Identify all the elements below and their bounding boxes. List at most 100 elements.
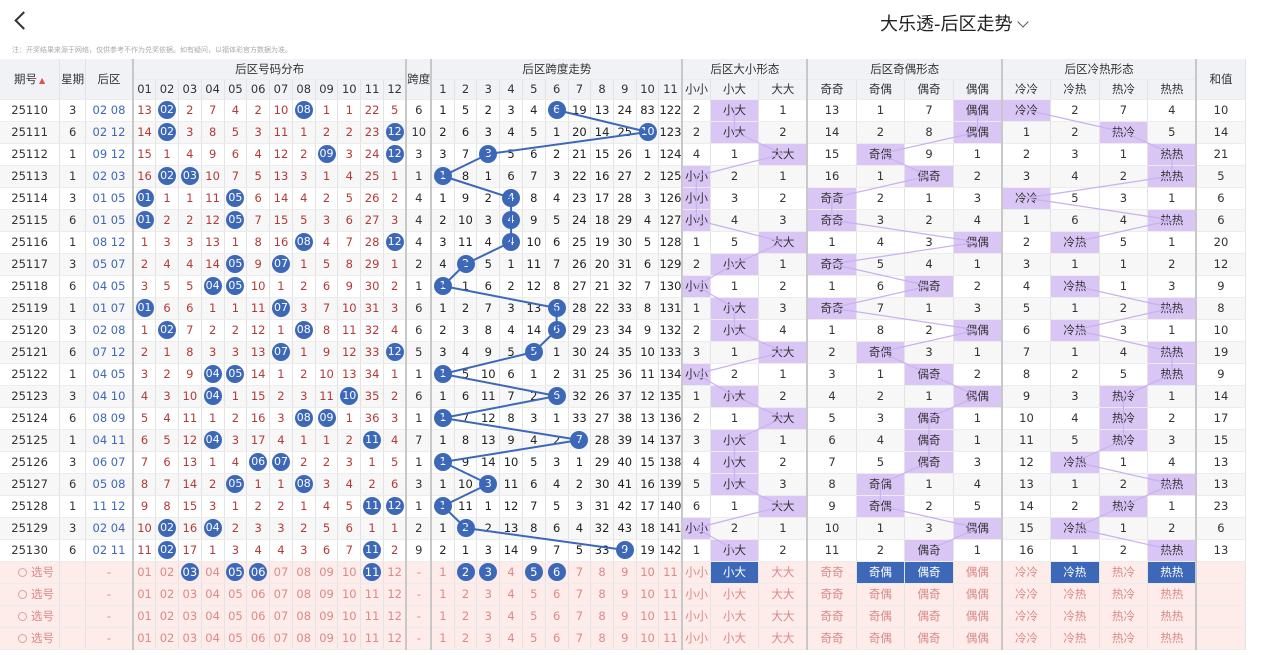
pick-radio-cell[interactable]: 选号 [0,605,61,628]
pick-number[interactable]: 02 [155,627,179,650]
radio-icon[interactable] [18,634,27,643]
pick-size[interactable]: 小小 [681,605,711,628]
pick-row[interactable]: 选号 -01 02 03 04 05 06 07 08 09 10 11 12-1 2 3 4 5 6 7 8 9 10 1… [0,583,1285,606]
pick-span-number[interactable]: 9 [613,627,637,650]
selected-span-ball[interactable]: 6 [547,563,566,581]
selected-ball[interactable]: 11 [363,563,382,581]
pick-span-number[interactable]: 11 [658,627,683,650]
pick-span-number[interactable]: 8 [590,627,614,650]
pick-span-number[interactable]: 11 [658,583,683,606]
pick-span-number[interactable]: 8 [590,583,614,606]
selected-span-ball[interactable]: 2 [456,563,475,581]
pick-number[interactable]: 09 [315,605,339,628]
pick-hotcold[interactable]: 冷热 [1050,627,1100,650]
pick-span-number[interactable]: 1 [430,627,455,650]
selected-span-ball[interactable]: 3 [479,563,498,581]
pick-span-number[interactable]: 10 [636,627,660,650]
pick-span-number[interactable]: 3 [476,583,501,606]
pick-row[interactable]: 选号 -01 02 03 04 05 06 07 08 09 10 11 12-1 2 3 4 5 6 7 8 9 10 1… [0,561,1285,584]
pick-span-number[interactable]: 9 [613,583,637,606]
pick-number[interactable]: 03 [178,605,202,628]
pick-span-number[interactable]: 6 [545,605,569,628]
pick-span-number[interactable]: 11 [658,605,683,628]
pick-number[interactable]: 06 [246,605,271,628]
pick-parity[interactable]: 偶奇 [904,561,954,584]
pick-number[interactable]: 10 [337,583,362,606]
pick-span-number[interactable]: 5 [522,605,546,628]
pick-parity[interactable]: 偶奇 [904,627,954,650]
pick-span-number[interactable]: 3 [476,561,501,584]
pick-span-number[interactable]: 10 [636,583,660,606]
pick-parity[interactable]: 偶偶 [953,627,1003,650]
pick-size[interactable]: 小大 [710,627,760,650]
pick-number[interactable]: 05 [224,561,248,584]
pick-span-number[interactable]: 7 [568,561,592,584]
pick-span-number[interactable]: 4 [499,605,523,628]
pick-number[interactable]: 02 [155,605,179,628]
pick-span-number[interactable]: 7 [568,605,592,628]
pick-number[interactable]: 08 [292,627,316,650]
pick-span-number[interactable]: 5 [522,583,546,606]
pick-size[interactable]: 小大 [710,583,760,606]
pick-span-number[interactable]: 11 [658,561,683,584]
pick-hotcold[interactable]: 冷热 [1050,583,1100,606]
pick-parity[interactable]: 奇奇 [806,605,857,628]
pick-hotcold[interactable]: 冷冷 [1000,627,1052,650]
pick-span-number[interactable]: 2 [454,627,478,650]
back-chevron-icon[interactable] [10,8,36,34]
pick-parity[interactable]: 奇奇 [806,627,857,650]
pick-radio-cell[interactable]: 选号 [0,627,61,650]
pick-parity[interactable]: 奇偶 [856,561,906,584]
pick-number[interactable]: 03 [178,627,202,650]
pick-number[interactable]: 04 [201,583,225,606]
radio-icon[interactable] [18,612,27,621]
pick-row[interactable]: 选号 -01 02 03 04 05 06 07 08 09 10 11 12-1 2 3 4 5 6 7 8 9 10 1… [0,627,1285,650]
pick-parity[interactable]: 奇偶 [856,583,906,606]
pick-number[interactable]: 08 [292,561,316,584]
pick-span-number[interactable]: 2 [454,561,478,584]
pick-radio-cell[interactable]: 选号 [0,561,61,584]
pick-number[interactable]: 06 [246,627,271,650]
pick-parity[interactable]: 偶奇 [904,605,954,628]
pick-number[interactable]: 03 [178,583,202,606]
pick-number[interactable]: 04 [201,561,225,584]
pick-number[interactable]: 05 [224,605,248,628]
pick-hotcold[interactable]: 热热 [1147,561,1197,584]
pick-number[interactable]: 04 [201,605,225,628]
pick-number[interactable]: 10 [337,561,362,584]
selected-ball[interactable]: 06 [249,563,268,581]
pick-span-number[interactable]: 10 [636,561,660,584]
pick-span-number[interactable]: 6 [545,583,569,606]
pick-hotcold[interactable]: 热热 [1147,627,1197,650]
pick-span-number[interactable]: 4 [499,583,523,606]
pick-span-number[interactable]: 2 [454,583,478,606]
page-title-dropdown[interactable]: 大乐透-后区走势 [880,10,1029,36]
pick-hotcold[interactable]: 冷冷 [1000,605,1052,628]
pick-span-number[interactable]: 2 [454,605,478,628]
pick-size[interactable]: 大大 [758,561,808,584]
header-issue-sort[interactable]: 期号 ▲ [0,59,61,100]
pick-span-number[interactable]: 8 [590,605,614,628]
selected-span-ball[interactable]: 5 [524,563,543,581]
pick-span-number[interactable]: 9 [613,605,637,628]
pick-size[interactable]: 小大 [710,561,760,584]
pick-number[interactable]: 10 [337,627,362,650]
pick-number[interactable]: 05 [224,627,248,650]
pick-number[interactable]: 02 [155,583,179,606]
pick-span-number[interactable]: 5 [522,561,546,584]
pick-span-number[interactable]: 3 [476,627,501,650]
pick-span-number[interactable]: 4 [499,561,523,584]
pick-hotcold[interactable]: 热冷 [1099,605,1149,628]
pick-size[interactable]: 大大 [758,583,808,606]
pick-size[interactable]: 小小 [681,583,711,606]
pick-radio-cell[interactable]: 选号 [0,583,61,606]
pick-parity[interactable]: 奇偶 [856,627,906,650]
pick-number[interactable]: 01 [131,605,157,628]
pick-number[interactable]: 06 [246,561,271,584]
pick-span-number[interactable]: 7 [568,627,592,650]
pick-number[interactable]: 03 [178,561,202,584]
pick-number[interactable]: 07 [269,583,293,606]
pick-size[interactable]: 大大 [758,627,808,650]
pick-parity[interactable]: 奇奇 [806,583,857,606]
pick-number[interactable]: 08 [292,583,316,606]
